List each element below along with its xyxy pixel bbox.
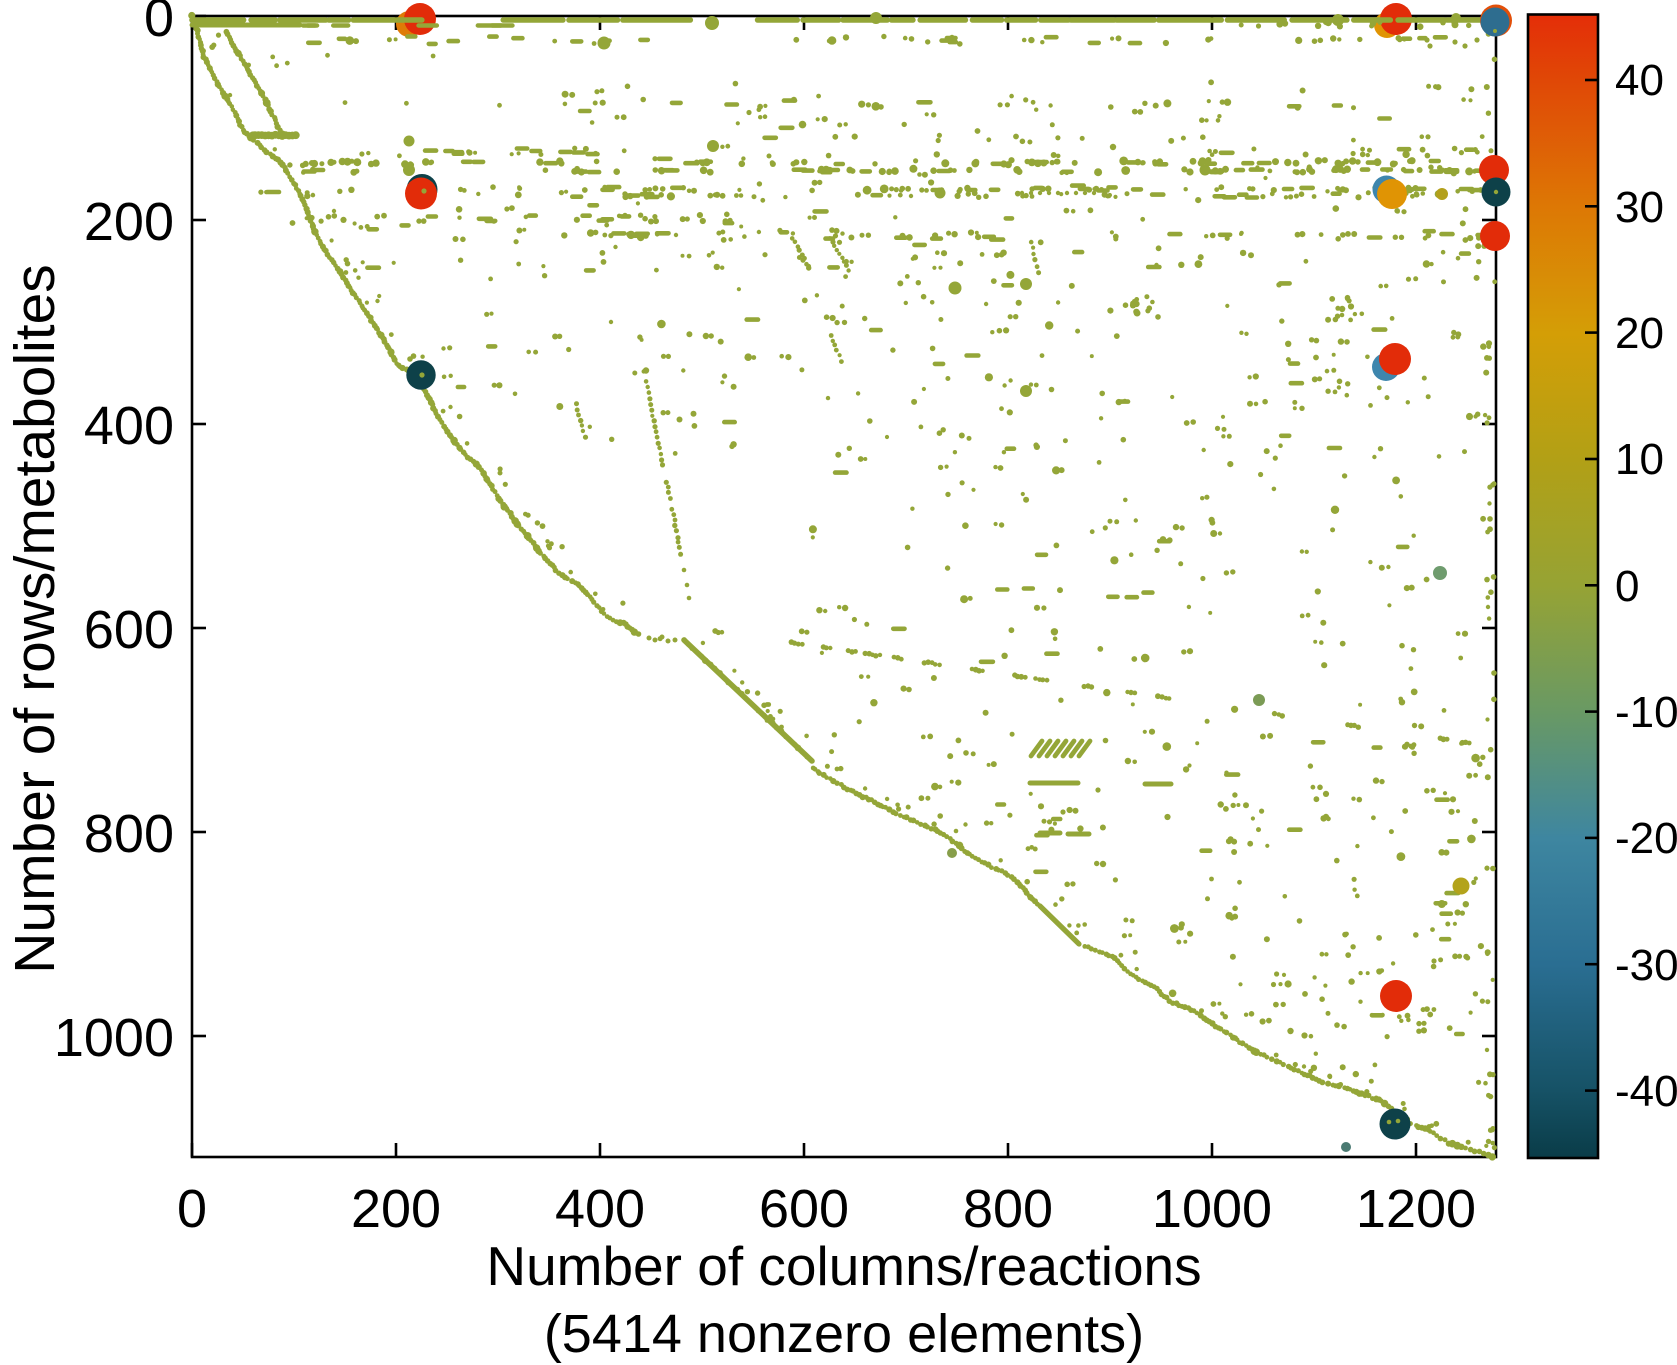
svg-text:200: 200 [84,192,174,252]
svg-text:200: 200 [351,1179,441,1239]
svg-text:-30: -30 [1615,941,1677,990]
svg-text:800: 800 [84,804,174,864]
svg-text:(5414 nonzero elements): (5414 nonzero elements) [544,1304,1144,1364]
svg-text:400: 400 [555,1179,645,1239]
svg-text:0: 0 [1615,562,1639,611]
svg-text:30: 30 [1615,183,1664,232]
svg-text:40: 40 [1615,56,1664,105]
svg-text:600: 600 [759,1179,849,1239]
svg-text:10: 10 [1615,435,1664,484]
svg-text:-10: -10 [1615,688,1677,737]
svg-text:-40: -40 [1615,1067,1677,1116]
svg-text:Number of columns/reactions: Number of columns/reactions [486,1235,1201,1297]
svg-text:1000: 1000 [1152,1179,1272,1239]
svg-text:20: 20 [1615,309,1664,358]
svg-text:Number of rows/metabolites: Number of rows/metabolites [3,264,67,974]
svg-text:0: 0 [177,1179,207,1239]
svg-text:0: 0 [144,0,174,48]
svg-text:1200: 1200 [1356,1179,1476,1239]
svg-text:1000: 1000 [54,1008,174,1068]
svg-text:800: 800 [963,1179,1053,1239]
svg-text:-20: -20 [1615,814,1677,863]
svg-text:600: 600 [84,600,174,660]
svg-text:400: 400 [84,396,174,456]
